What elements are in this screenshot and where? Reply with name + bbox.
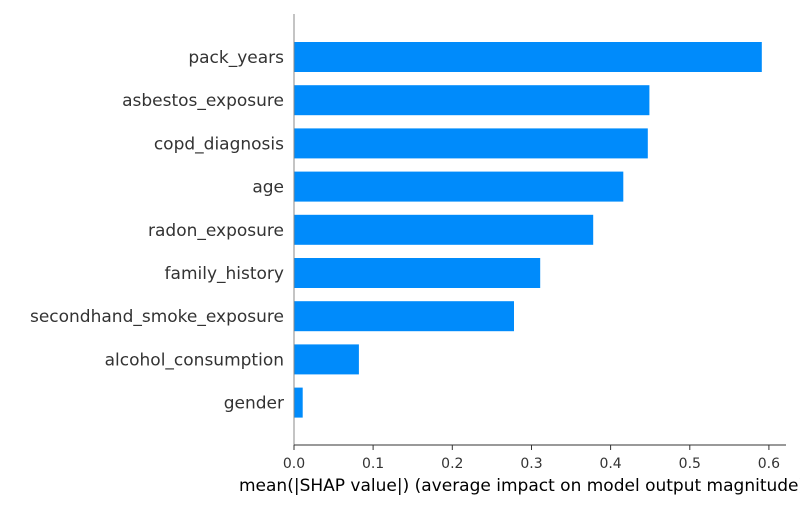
x-axis-title: mean(|SHAP value|) (average impact on mo…: [239, 476, 800, 496]
category-label-copd-diagnosis: copd_diagnosis: [154, 134, 284, 154]
category-label-radon-exposure: radon_exposure: [148, 221, 284, 241]
bar-copd-diagnosis: [294, 128, 648, 159]
bar-radon-exposure: [294, 214, 594, 245]
bar-asbestos-exposure: [294, 85, 650, 116]
x-tick-label: 0.6: [758, 456, 780, 472]
bar-gender: [294, 387, 303, 418]
category-label-asbestos-exposure: asbestos_exposure: [122, 91, 284, 111]
x-tick-label: 0.2: [441, 456, 463, 472]
category-label-secondhand-smoke-exposure: secondhand_smoke_exposure: [30, 307, 284, 327]
category-label-gender: gender: [224, 394, 284, 414]
category-label-pack-years: pack_years: [188, 48, 284, 68]
bar-family-history: [294, 258, 541, 288]
x-tick-label: 0.1: [362, 456, 384, 472]
category-label-alcohol-consumption: alcohol_consumption: [105, 350, 284, 370]
category-labels: pack_years asbestos_exposure copd_diagnosi…: [30, 48, 284, 414]
bars-group: [294, 42, 762, 418]
x-tick-label: 0.3: [520, 456, 542, 472]
category-label-age: age: [252, 178, 284, 198]
bar-pack-years: [294, 42, 762, 72]
bar-alcohol-consumption: [294, 344, 359, 375]
x-tick-label: 0.5: [679, 456, 701, 472]
x-tick-label: 0.4: [599, 456, 621, 472]
bar-age: [294, 171, 624, 202]
x-ticks: 0.0 0.1 0.2 0.3 0.4 0.5 0.6: [283, 445, 780, 472]
category-label-family-history: family_history: [165, 264, 284, 284]
bar-secondhand-smoke-exposure: [294, 301, 514, 332]
x-tick-label: 0.0: [283, 456, 305, 472]
